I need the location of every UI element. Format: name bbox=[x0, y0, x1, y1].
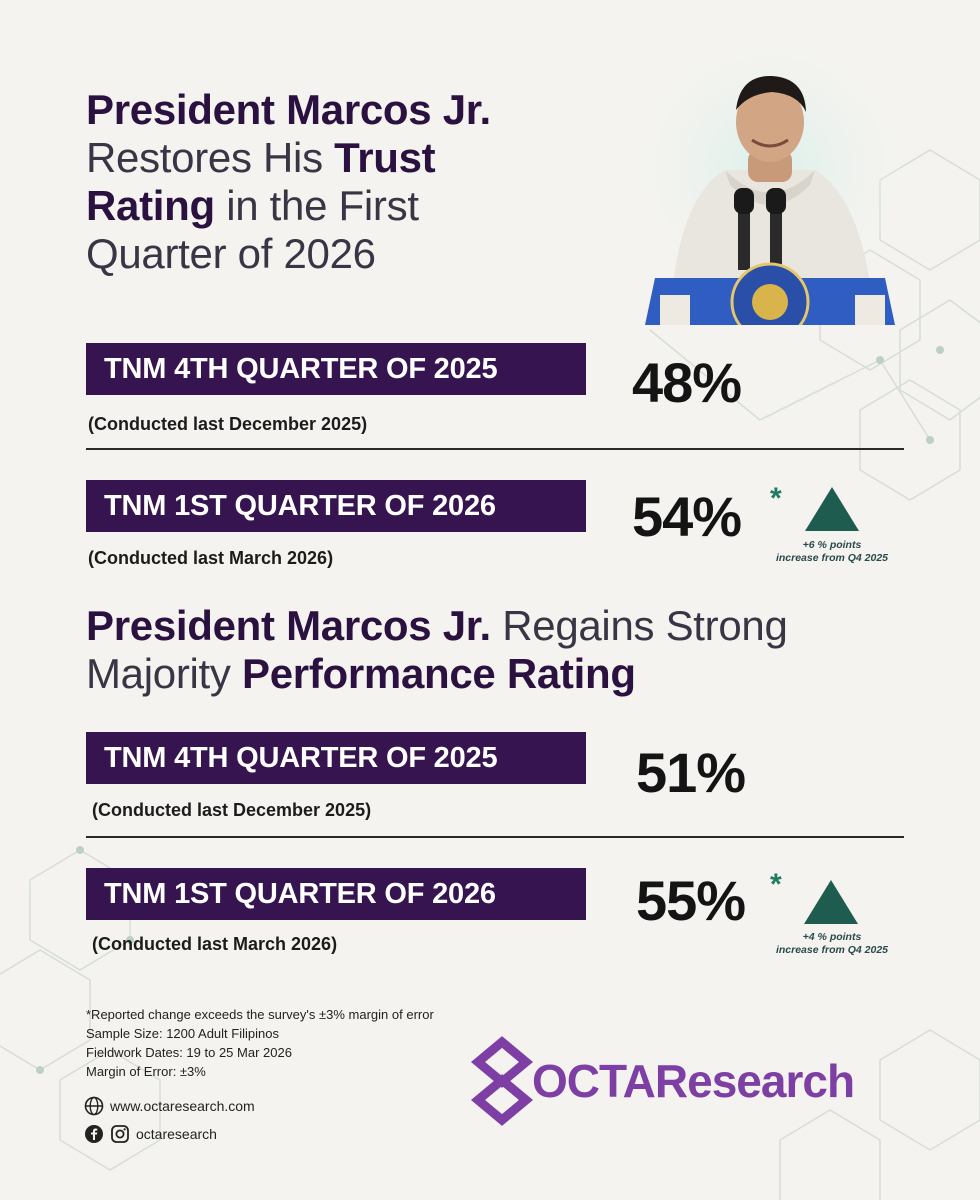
instagram-icon bbox=[111, 1125, 129, 1143]
performance-q4-value: 51% bbox=[636, 741, 746, 804]
trust-headline-text: Restores His bbox=[86, 134, 335, 181]
footnotes: *Reported change exceeds the survey's ±3… bbox=[86, 1005, 434, 1081]
website-text: www.octaresearch.com bbox=[110, 1098, 255, 1114]
performance-q1-note: (Conducted last March 2026) bbox=[92, 934, 338, 954]
performance-q1-value: 55% bbox=[636, 869, 746, 932]
performance-q1-change-line1: +4 % points bbox=[802, 931, 862, 943]
trust-headline-name: President Marcos Jr. bbox=[86, 86, 491, 133]
margin-note: *Reported change exceeds the survey's ±3… bbox=[86, 1007, 434, 1022]
trust-q4-value: 48% bbox=[632, 351, 742, 414]
trust-q1-change: +6 % points increase from Q4 2025 bbox=[762, 539, 902, 565]
performance-q1-banner: TNM 1ST QUARTER OF 2026 bbox=[86, 868, 586, 920]
margin-of-error: Margin of Error: ±3% bbox=[86, 1064, 206, 1079]
octa-logo-mark bbox=[470, 1036, 534, 1126]
trust-headline-emph: Trust bbox=[334, 134, 436, 181]
performance-headline-text: Regains Strong bbox=[490, 602, 788, 649]
performance-q4-banner: TNM 4TH QUARTER OF 2025 bbox=[86, 732, 586, 784]
globe-icon bbox=[84, 1096, 104, 1116]
performance-q1-asterisk: * bbox=[770, 868, 782, 901]
trust-q4-note: (Conducted last December 2025) bbox=[88, 414, 368, 434]
trust-q1-change-line1: +6 % points bbox=[802, 539, 862, 551]
trust-q1-asterisk: * bbox=[770, 482, 782, 515]
divider bbox=[86, 836, 904, 838]
trust-q1-change-line2: increase from Q4 2025 bbox=[775, 552, 889, 564]
trust-headline: President Marcos Jr. Restores His Trust … bbox=[86, 86, 646, 278]
octa-logo-text: OCTAResearch bbox=[532, 1055, 855, 1107]
trust-headline-emph2: Rating bbox=[86, 182, 215, 229]
triangle-up-icon bbox=[804, 880, 858, 924]
trust-q4-banner: TNM 4TH QUARTER OF 2025 bbox=[86, 343, 586, 395]
president-portrait bbox=[635, 50, 900, 325]
performance-q4-note: (Conducted last December 2025) bbox=[92, 800, 372, 820]
triangle-up-icon bbox=[805, 487, 859, 531]
trust-headline-text2: in the First bbox=[214, 182, 419, 229]
divider bbox=[86, 448, 904, 450]
trust-q1-banner: TNM 1ST QUARTER OF 2026 bbox=[86, 480, 586, 532]
fieldwork-dates: Fieldwork Dates: 19 to 25 Mar 2026 bbox=[86, 1045, 292, 1060]
trust-headline-text3: Quarter of 2026 bbox=[86, 230, 376, 277]
trust-q1-note: (Conducted last March 2026) bbox=[88, 548, 334, 568]
social-handle: octaresearch bbox=[136, 1126, 217, 1142]
facebook-icon bbox=[85, 1125, 103, 1143]
performance-q1-change-line2: increase from Q4 2025 bbox=[775, 944, 889, 956]
website-link[interactable]: www.octaresearch.com bbox=[84, 1096, 255, 1116]
trust-q1-value: 54% bbox=[632, 485, 742, 548]
social-link[interactable]: octaresearch bbox=[84, 1124, 217, 1144]
sample-size: Sample Size: 1200 Adult Filipinos bbox=[86, 1026, 279, 1041]
performance-headline: President Marcos Jr. Regains Strong Majo… bbox=[86, 602, 946, 698]
performance-headline-text2: Majority bbox=[86, 650, 242, 697]
performance-headline-name: President Marcos Jr. bbox=[86, 602, 491, 649]
performance-headline-emph: Performance Rating bbox=[242, 650, 636, 697]
performance-q1-change: +4 % points increase from Q4 2025 bbox=[762, 931, 902, 957]
